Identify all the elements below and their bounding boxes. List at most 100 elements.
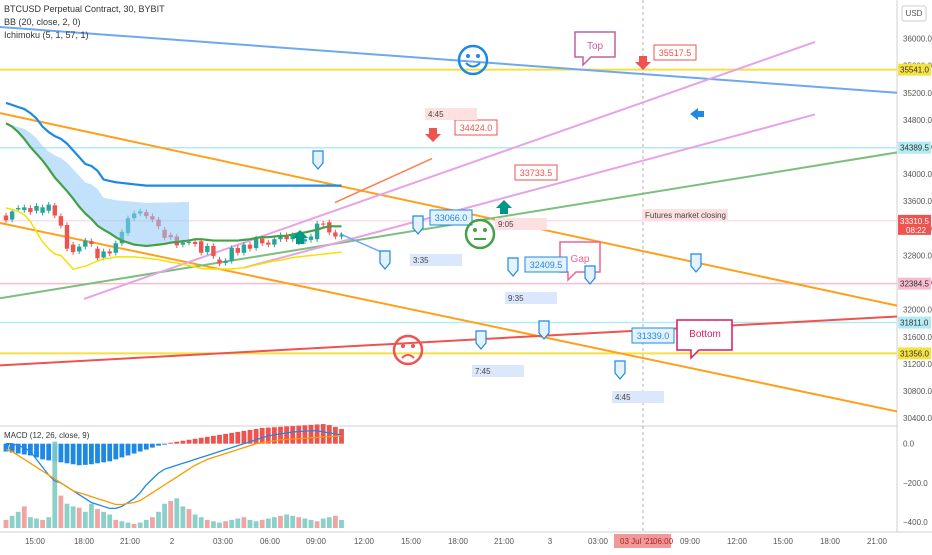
time-annotation[interactable] xyxy=(505,292,557,304)
price-tick-label: 34800.0 xyxy=(903,116,932,125)
volume-bar xyxy=(253,521,259,528)
price-tag xyxy=(898,214,931,235)
price-tag-label: 33310.5 xyxy=(900,217,929,226)
candle-body xyxy=(308,236,314,240)
candle-body xyxy=(223,260,228,263)
candle-body xyxy=(107,251,112,254)
candle-body xyxy=(192,241,198,244)
candle-body xyxy=(247,244,253,249)
pointer-hand-icon xyxy=(412,215,424,235)
volume-bar xyxy=(241,517,247,528)
bb-header: BB (20, close, 2, 0) xyxy=(4,17,81,27)
macd-histogram-bar xyxy=(40,443,45,460)
arrow-left-icon xyxy=(690,108,704,120)
volume-bar xyxy=(58,495,64,528)
candle-body xyxy=(260,238,265,244)
time-annotation[interactable] xyxy=(495,218,547,230)
macd-histogram-bar xyxy=(253,428,259,444)
candle-body xyxy=(89,241,94,244)
macd-histogram-bar xyxy=(326,425,332,444)
candle-body xyxy=(333,232,338,237)
callout-bottom[interactable] xyxy=(676,319,733,360)
trendline-violet-lower[interactable] xyxy=(243,113,816,269)
date-tag xyxy=(614,534,671,548)
price-annotation-label: 34424.0 xyxy=(460,123,493,133)
price-tag xyxy=(898,347,931,360)
callout-top[interactable] xyxy=(574,31,616,67)
trendline-violet-upper[interactable] xyxy=(83,40,816,300)
time-tick-label: 21:00 xyxy=(120,537,141,546)
price-annotation-label: 31339.0 xyxy=(637,331,670,341)
candle-body xyxy=(180,242,186,245)
candle-body xyxy=(16,208,21,210)
candle-body xyxy=(34,205,39,211)
trendline-red[interactable] xyxy=(0,315,898,367)
volume-bar xyxy=(28,517,33,528)
volume-bar xyxy=(34,518,39,528)
trendline-blue[interactable] xyxy=(0,25,898,94)
face-eye xyxy=(411,344,415,348)
price-annotation[interactable] xyxy=(524,256,568,273)
candle-body xyxy=(211,245,216,257)
time-tick-label: 15:00 xyxy=(25,537,46,546)
candle-body xyxy=(284,235,289,240)
volume-bar xyxy=(46,517,52,528)
macd-histogram-bar xyxy=(125,443,131,456)
projection-down[interactable] xyxy=(339,233,387,255)
time-annotation[interactable] xyxy=(425,108,477,120)
volume-bar xyxy=(339,519,344,528)
candle-body xyxy=(46,204,51,211)
indicator-line-1 xyxy=(5,122,342,248)
price-annotation-label: 32409.5 xyxy=(530,260,563,270)
price-tick-label: 32800.0 xyxy=(903,251,932,260)
volume-bar xyxy=(204,519,210,528)
macd-histogram-bar xyxy=(82,443,88,465)
projection-up[interactable] xyxy=(334,157,433,204)
trendline-orange-lower[interactable] xyxy=(0,221,898,413)
price-tag xyxy=(898,63,931,76)
volume-bar xyxy=(235,518,241,528)
face-eye xyxy=(466,54,470,58)
macd-histogram-bar xyxy=(198,437,204,444)
price-annotation[interactable] xyxy=(429,209,473,226)
time-annotation-label: 9:35 xyxy=(508,294,524,303)
volume-bar xyxy=(76,507,82,528)
time-tick-label: 18:00 xyxy=(74,537,95,546)
time-tick-label: 09:00 xyxy=(680,537,701,546)
macd-histogram-bar xyxy=(180,440,186,444)
volume-bar xyxy=(119,521,125,528)
candle-body xyxy=(290,235,295,240)
volume-bar xyxy=(125,522,131,528)
time-annotation[interactable] xyxy=(410,254,462,266)
candle-body xyxy=(339,235,344,237)
currency-box[interactable] xyxy=(901,5,927,22)
volume-bar xyxy=(217,522,222,528)
currency-label: USD xyxy=(906,9,923,18)
macd-histogram-bar xyxy=(278,426,283,444)
price-annotation[interactable] xyxy=(631,327,675,344)
price-tag xyxy=(898,277,931,290)
trendline-orange-upper[interactable] xyxy=(0,112,898,307)
time-tick-label: 03:00 xyxy=(213,537,234,546)
candle-body xyxy=(95,248,100,259)
volume-bar xyxy=(3,519,9,528)
time-annotation[interactable] xyxy=(612,391,664,403)
volume-bar xyxy=(168,501,174,528)
price-annotation[interactable] xyxy=(514,164,558,181)
price-annotation[interactable] xyxy=(653,44,697,61)
time-annotation-label: 4:45 xyxy=(428,110,444,119)
time-tick-label: 12:00 xyxy=(727,537,748,546)
sad-face-icon xyxy=(392,334,424,366)
volume-bar xyxy=(229,519,235,528)
volume-bar xyxy=(107,514,113,528)
volume-bar xyxy=(162,503,167,528)
macd-histogram-bar xyxy=(143,443,149,450)
volume-bar xyxy=(186,509,192,528)
arrow-up-icon xyxy=(496,200,512,214)
face-eye xyxy=(473,228,477,232)
time-annotation[interactable] xyxy=(472,365,524,377)
volume-bar xyxy=(180,506,186,528)
candle-body xyxy=(70,244,76,253)
